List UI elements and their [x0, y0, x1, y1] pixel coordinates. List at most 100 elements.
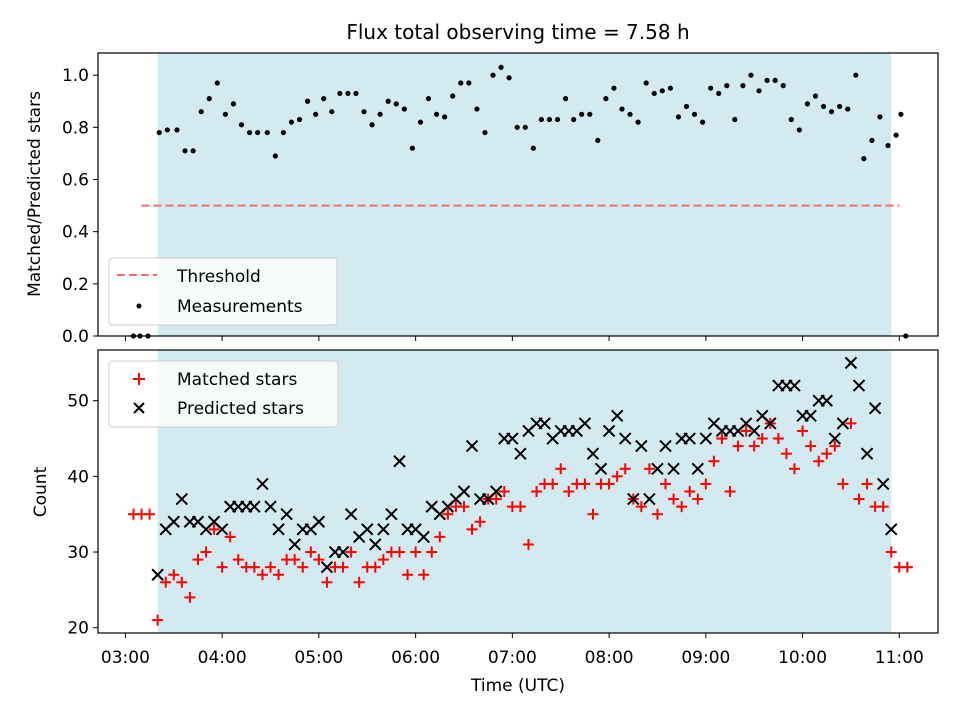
measurement-point: [820, 103, 827, 110]
legend-measurements-label: Measurements: [177, 297, 303, 317]
predicted-star-point: [876, 477, 890, 491]
measurement-point: [450, 93, 456, 99]
matched-star-point: [756, 433, 768, 445]
matched-star-point: [635, 501, 647, 513]
y-tick-label: 0.0: [62, 327, 89, 347]
measurement-point: [482, 129, 488, 136]
measurement-point: [474, 106, 480, 112]
matched-star-point: [498, 486, 510, 497]
measurement-point: [190, 148, 196, 154]
measurement-point: [313, 111, 319, 117]
matched-star-point: [273, 569, 285, 581]
matched-star-point: [152, 614, 164, 626]
measurement-point: [182, 148, 188, 154]
x-tick-label: 09:00: [681, 648, 730, 668]
predicted-star-point: [683, 432, 696, 445]
measurement-point: [603, 96, 609, 102]
measurement-point: [893, 132, 899, 138]
measurement-point: [877, 114, 883, 120]
measurement-point: [337, 90, 343, 97]
predicted-star-point: [336, 545, 350, 559]
matched-star-point: [885, 546, 897, 558]
measurement-points: [130, 64, 909, 339]
predicted-star-point: [844, 356, 858, 370]
measurement-point: [498, 64, 504, 70]
y-tick-label: 50: [67, 392, 89, 412]
matched-star-point: [216, 561, 228, 573]
matched-star-point: [297, 561, 309, 573]
matched-star-point: [458, 501, 470, 513]
measurement-point: [732, 116, 738, 123]
measurement-point: [538, 116, 544, 123]
matched-star-point: [434, 531, 446, 543]
predicted-star-point: [457, 485, 471, 498]
x-tick-label: 07:00: [488, 648, 537, 668]
y-tick-label: 30: [67, 543, 89, 563]
matched-star-point: [337, 561, 349, 573]
predicted-star-point: [586, 447, 600, 460]
y-tick-label: 0.8: [62, 118, 89, 138]
measurement-point: [853, 72, 859, 78]
predicted-star-point: [288, 538, 301, 551]
measurement-point: [635, 119, 641, 125]
x-tick-label: 06:00: [391, 648, 440, 668]
measurement-point: [393, 101, 399, 107]
matched-star-point: [587, 508, 599, 520]
measurement-point: [587, 111, 593, 117]
matched-star-point: [514, 501, 526, 513]
predicted-star-point: [175, 492, 189, 506]
measurement-point: [458, 80, 464, 86]
measurement-point: [845, 106, 851, 112]
matched-star-point: [353, 576, 365, 588]
measurement-point: [174, 127, 180, 133]
measurement-point: [321, 96, 327, 102]
predicted-star-point: [369, 538, 382, 551]
matched-star-point: [377, 554, 389, 566]
y-tick-label: 0.6: [62, 171, 89, 191]
top-legend-box: [108, 257, 338, 326]
matched-star-point: [901, 561, 913, 573]
y-tick-label: 20: [67, 619, 89, 639]
measurement-point: [627, 111, 633, 117]
matched-star-point: [369, 561, 381, 573]
legend-predicted-swatch: [133, 402, 145, 414]
bottom-y-axis-label: Count: [31, 466, 51, 517]
measurement-point: [659, 88, 665, 94]
matched-star-point: [184, 591, 196, 603]
measurement-point: [466, 80, 472, 86]
measurement-point: [708, 85, 714, 91]
measurement-point: [296, 116, 303, 123]
measurement-point: [898, 111, 904, 117]
bottom-x-axis-ticks: 03:00 04:00 05:00 06:00 07:00 08:00 09:00 10:00…: [101, 633, 924, 668]
predicted-stars-points: [151, 356, 898, 581]
matched-star-point: [265, 561, 277, 573]
measurement-point: [353, 90, 359, 97]
y-tick-label: 0.2: [62, 275, 89, 295]
matched-star-point: [466, 523, 478, 535]
measurement-point: [562, 96, 569, 102]
matched-star-point: [805, 440, 817, 452]
predicted-star-point: [151, 568, 164, 581]
predicted-star-point: [885, 523, 898, 536]
measurement-point: [198, 109, 204, 115]
matched-stars-points: [127, 417, 913, 626]
measurement-point: [546, 116, 553, 123]
predicted-star-point: [764, 417, 777, 430]
measurement-point: [280, 129, 287, 136]
matched-star-point: [232, 554, 244, 566]
x-tick-label: 05:00: [294, 648, 343, 668]
matched-star-point: [547, 478, 559, 490]
measurement-point: [675, 114, 682, 120]
predicted-star-point: [860, 447, 874, 460]
measurement-point: [571, 116, 577, 123]
bottom-axes-frame: [97, 349, 939, 634]
matched-star-point: [668, 493, 680, 505]
predicted-star-point: [828, 432, 842, 445]
matched-star-point: [797, 425, 809, 437]
matched-star-point: [829, 440, 841, 452]
predicted-star-point: [312, 515, 326, 528]
measurement-point: [724, 83, 730, 89]
measurement-point: [401, 106, 407, 112]
y-tick-label: 0.4: [62, 223, 89, 243]
